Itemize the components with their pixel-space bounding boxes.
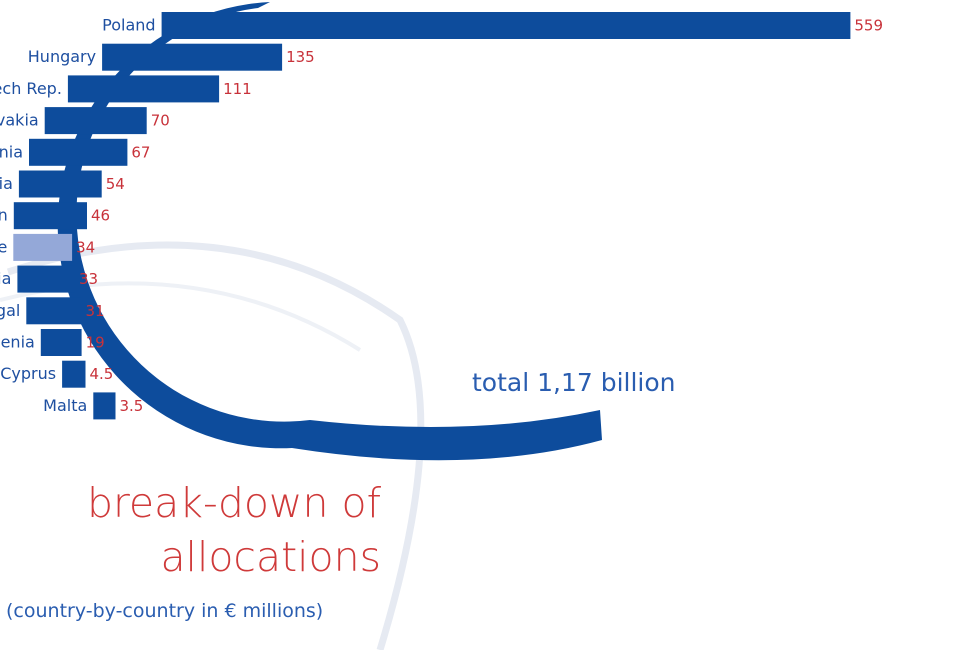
value-label: 559 xyxy=(854,17,883,35)
chart-subtitle: (country-by-country in € millions) xyxy=(6,600,324,622)
category-label: Portugal xyxy=(0,301,20,320)
category-label: Czech Rep. xyxy=(0,79,62,98)
category-label: Slovenia xyxy=(0,333,35,352)
category-label: Estonia xyxy=(0,269,11,288)
value-label: 135 xyxy=(286,48,315,66)
value-label: 34 xyxy=(76,238,95,256)
category-label: Poland xyxy=(102,16,155,35)
category-label: Malta xyxy=(43,396,87,415)
category-label: Greece xyxy=(0,237,7,256)
bar-greece xyxy=(13,233,73,261)
bar-czech-rep xyxy=(67,75,220,103)
category-label: Lithuania xyxy=(0,142,23,161)
value-label: 70 xyxy=(151,112,170,130)
value-label: 46 xyxy=(91,207,110,225)
category-label: Latvia xyxy=(0,174,13,193)
bar-lithuania xyxy=(29,138,128,166)
category-label: Slovakia xyxy=(0,111,39,130)
bar-hungary xyxy=(102,43,283,71)
category-label: Spain xyxy=(0,206,8,225)
value-label: 4.5 xyxy=(90,365,114,383)
value-label: 33 xyxy=(79,270,98,288)
value-label: 67 xyxy=(131,143,150,161)
bar-poland xyxy=(161,12,851,39)
chart-title-line-1: break-down of xyxy=(86,479,381,527)
category-label: Cyprus xyxy=(0,364,56,383)
bar-latvia xyxy=(18,170,102,198)
bar-slovenia xyxy=(40,329,82,356)
category-labels-group: Poland Hungary Czech Rep. Slovakia Lithuania… xyxy=(0,16,156,415)
value-label: 31 xyxy=(86,302,105,320)
bar-estonia xyxy=(17,265,75,293)
chart-title-line-2: allocations xyxy=(160,533,381,581)
bars-group xyxy=(13,12,851,420)
bar-malta xyxy=(93,392,116,420)
value-label: 54 xyxy=(106,175,125,193)
total-annotation: total 1,17 billion xyxy=(472,368,676,397)
bar-cyprus xyxy=(62,360,86,388)
category-label: Hungary xyxy=(28,47,96,66)
bar-spain xyxy=(13,202,87,230)
value-label: 19 xyxy=(86,334,105,352)
value-label: 111 xyxy=(223,80,252,98)
value-label: 3.5 xyxy=(120,397,144,415)
bar-portugal xyxy=(26,297,82,325)
bar-slovakia xyxy=(44,107,147,135)
